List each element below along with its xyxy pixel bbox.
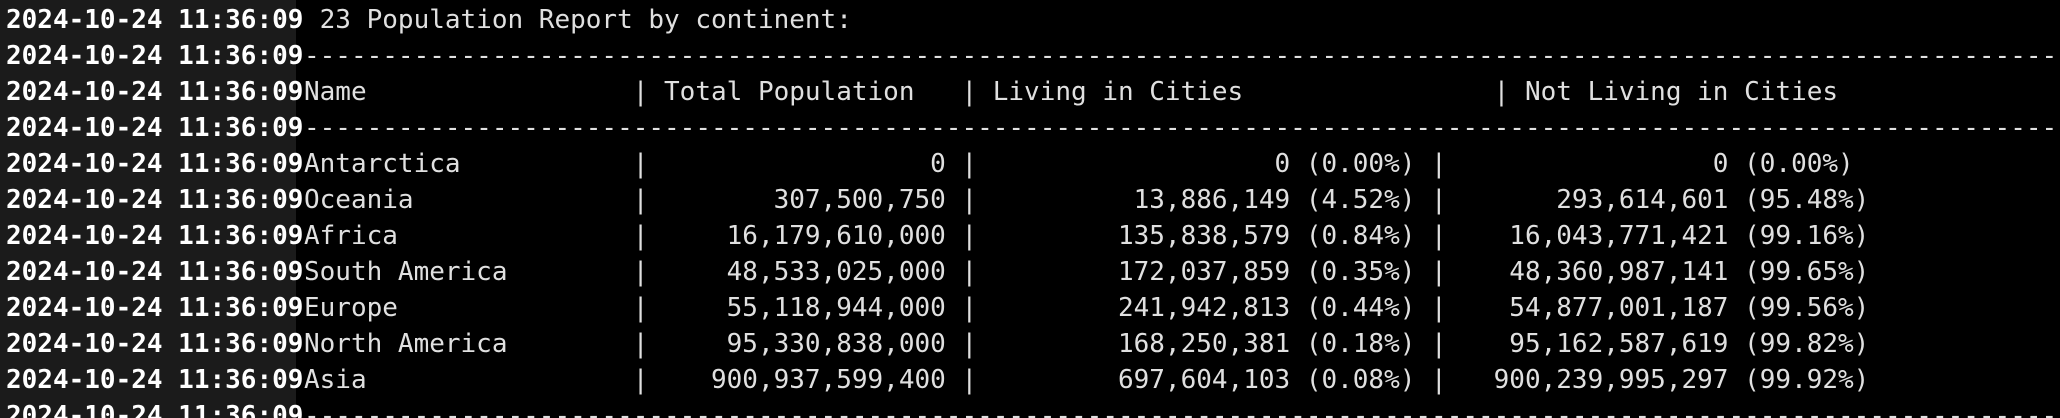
log-timestamp: 2024-10-24 11:36:09 [6, 149, 304, 179]
log-timestamp: 2024-10-24 11:36:09 [6, 221, 304, 251]
log-timestamp: 2024-10-24 11:36:09 [6, 329, 304, 359]
table-row: 2024-10-24 11:36:09 Oceania | 307,500,75… [0, 182, 2060, 218]
row-oceania: Oceania | 307,500,750 | 13,886,149 (4.52… [304, 185, 1870, 215]
log-line-separator-top: 2024-10-24 11:36:09 --------------------… [0, 38, 2060, 74]
log-timestamp: 2024-10-24 11:36:09 [6, 401, 304, 418]
log-timestamp: 2024-10-24 11:36:09 [6, 77, 304, 107]
timestamp-column [0, 0, 296, 418]
table-header: Name | Total Population | Living in Citi… [304, 77, 1839, 107]
separator-line: ----------------------------------------… [304, 113, 2060, 143]
table-row: 2024-10-24 11:36:09 Antarctica | 0 | 0 (… [0, 146, 2060, 182]
row-antarctica: Antarctica | 0 | 0 (0.00%) | 0 (0.00%) [304, 149, 1854, 179]
log-timestamp: 2024-10-24 11:36:09 [6, 5, 304, 35]
separator-line: ----------------------------------------… [304, 401, 2060, 418]
table-row: 2024-10-24 11:36:09 Asia | 900,937,599,4… [0, 362, 2060, 398]
log-timestamp: 2024-10-24 11:36:09 [6, 41, 304, 71]
row-africa: Africa | 16,179,610,000 | 135,838,579 (0… [304, 221, 1870, 251]
table-row: 2024-10-24 11:36:09 North America | 95,3… [0, 326, 2060, 362]
log-timestamp: 2024-10-24 11:36:09 [6, 113, 304, 143]
log-timestamp: 2024-10-24 11:36:09 [6, 185, 304, 215]
table-row: 2024-10-24 11:36:09 Africa | 16,179,610,… [0, 218, 2060, 254]
log-timestamp: 2024-10-24 11:36:09 [6, 293, 304, 323]
log-timestamp: 2024-10-24 11:36:09 [6, 257, 304, 287]
log-line-title: 2024-10-24 11:36:09 23 Population Report… [0, 2, 2060, 38]
log-line-header: 2024-10-24 11:36:09 Name | Total Populat… [0, 74, 2060, 110]
row-north-america: North America | 95,330,838,000 | 168,250… [304, 329, 1870, 359]
row-south-america: South America | 48,533,025,000 | 172,037… [304, 257, 1870, 287]
table-row: 2024-10-24 11:36:09 Europe | 55,118,944,… [0, 290, 2060, 326]
row-europe: Europe | 55,118,944,000 | 241,942,813 (0… [304, 293, 1870, 323]
log-line-separator-bottom: 2024-10-24 11:36:09 --------------------… [0, 398, 2060, 418]
row-asia: Asia | 900,937,599,400 | 697,604,103 (0.… [304, 365, 1870, 395]
separator-line: ----------------------------------------… [304, 41, 2060, 71]
log-line-separator-header: 2024-10-24 11:36:09 --------------------… [0, 110, 2060, 146]
log-timestamp: 2024-10-24 11:36:09 [6, 365, 304, 395]
report-title: 23 Population Report by continent: [304, 5, 852, 35]
table-row: 2024-10-24 11:36:09 South America | 48,5… [0, 254, 2060, 290]
